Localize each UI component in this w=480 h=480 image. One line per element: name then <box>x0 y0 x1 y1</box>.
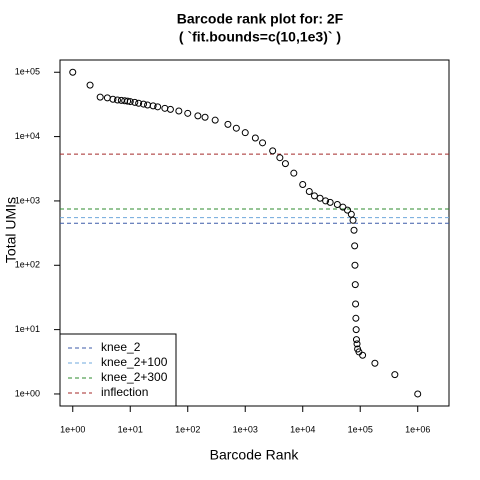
plot-frame <box>59 59 450 407</box>
legend-label: inflection <box>101 385 148 399</box>
legend-label: knee_2 <box>101 340 141 354</box>
x-tick-label: 1e+06 <box>405 424 430 434</box>
point <box>175 107 183 115</box>
point <box>86 81 94 89</box>
point <box>166 105 174 113</box>
point <box>350 226 358 234</box>
chart-subtitle: ( `fit.bounds=c(10,1e3)` ) <box>179 29 341 45</box>
point <box>310 192 318 200</box>
point <box>290 169 298 177</box>
point <box>109 95 117 103</box>
point <box>276 154 284 162</box>
point <box>351 281 359 289</box>
point <box>349 216 357 224</box>
x-axis-label: Barcode Rank <box>210 447 300 463</box>
point <box>322 197 330 205</box>
point <box>352 314 360 322</box>
y-axis-label: Total UMIs <box>3 197 19 263</box>
point <box>352 336 360 344</box>
point <box>251 134 259 142</box>
point <box>103 94 111 102</box>
point <box>131 98 139 106</box>
point <box>135 99 143 107</box>
point <box>414 390 422 398</box>
point <box>69 68 77 76</box>
point <box>316 194 324 202</box>
point <box>351 242 359 250</box>
point <box>353 340 361 348</box>
point <box>161 104 169 112</box>
point <box>299 181 307 189</box>
point <box>113 96 121 104</box>
point <box>333 201 341 209</box>
chart-title: Barcode rank plot for: 2F <box>177 11 344 27</box>
point <box>154 103 162 111</box>
point <box>211 116 219 124</box>
legend-label: knee_2+100 <box>101 355 168 369</box>
point <box>149 102 157 110</box>
point <box>201 113 209 121</box>
point <box>352 300 360 308</box>
point <box>259 139 267 147</box>
x-tick-label: 1e+05 <box>348 424 373 434</box>
point <box>144 101 152 109</box>
y-tick-label: 1e+01 <box>15 324 40 334</box>
y-tick-label: 1e+03 <box>15 195 40 205</box>
x-tick-label: 1e+02 <box>175 424 200 434</box>
point <box>126 98 134 106</box>
y-tick-label: 1e+02 <box>15 260 40 270</box>
x-tick-label: 1e+00 <box>60 424 85 434</box>
point <box>139 100 147 108</box>
point <box>241 129 249 137</box>
point <box>343 206 351 214</box>
point <box>326 198 334 206</box>
point <box>281 160 289 168</box>
point <box>352 326 360 334</box>
x-tick-label: 1e+01 <box>118 424 143 434</box>
x-tick-label: 1e+04 <box>290 424 315 434</box>
point <box>232 124 240 132</box>
legend-label: knee_2+300 <box>101 370 168 384</box>
point <box>269 147 277 155</box>
y-tick-label: 1e+00 <box>15 388 40 398</box>
y-tick-label: 1e+04 <box>15 131 40 141</box>
point <box>224 120 232 128</box>
point <box>194 112 202 120</box>
point <box>371 359 379 367</box>
legend-box <box>59 333 177 407</box>
y-tick-label: 1e+05 <box>15 67 40 77</box>
point <box>351 261 359 269</box>
point <box>391 371 399 379</box>
point <box>305 188 313 196</box>
point <box>124 97 132 105</box>
x-tick-label: 1e+03 <box>233 424 258 434</box>
point <box>184 109 192 117</box>
point <box>359 351 367 359</box>
point <box>347 210 355 218</box>
point <box>96 93 104 101</box>
